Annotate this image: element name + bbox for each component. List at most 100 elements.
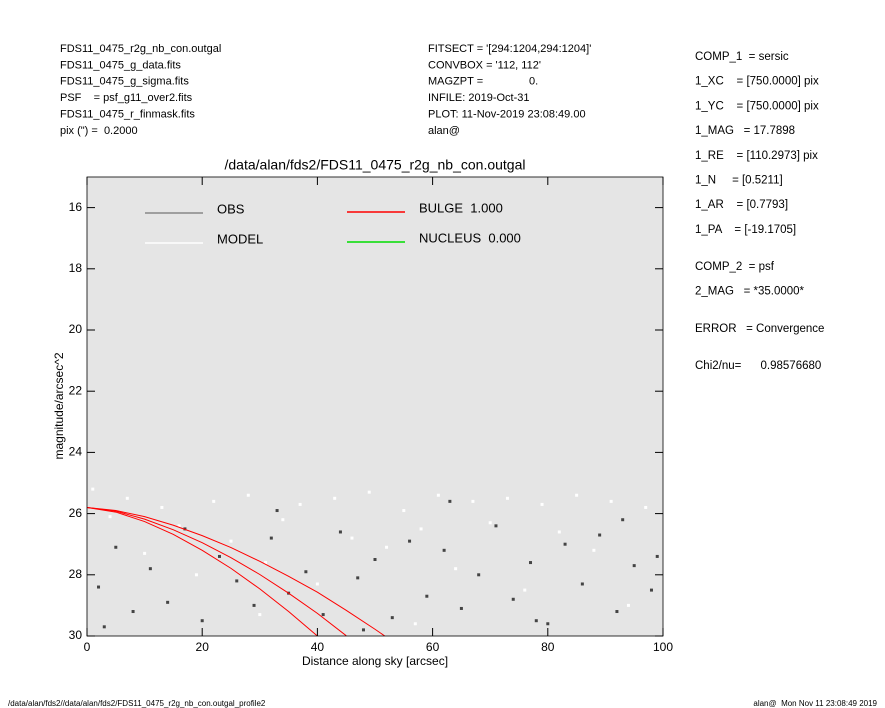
point: [160, 505, 164, 509]
header-left-line: FDS11_0475_r_finmask.fits: [60, 109, 195, 121]
point: [649, 588, 653, 592]
header-left-line: pix (") = 0.2000: [60, 125, 138, 137]
point: [304, 570, 308, 574]
point: [91, 487, 95, 491]
legend-label: NUCLEUS 0.000: [419, 230, 521, 245]
point: [575, 493, 579, 497]
point: [626, 603, 630, 607]
point: [102, 625, 106, 629]
plot-background: [87, 177, 663, 636]
point: [315, 582, 319, 586]
point: [540, 502, 544, 506]
point: [114, 545, 118, 549]
header-middle-line: PLOT: 11-Nov-2019 23:08:49.00: [428, 109, 586, 121]
point: [177, 524, 181, 528]
point: [598, 533, 602, 537]
point: [523, 588, 527, 592]
header-middle-line: alan@: [428, 125, 460, 137]
point: [454, 567, 458, 571]
point: [390, 616, 394, 620]
point: [632, 564, 636, 568]
point: [385, 545, 389, 549]
point: [166, 600, 170, 604]
point: [563, 542, 567, 546]
point: [235, 579, 239, 583]
parameter: 1_XC = [750.0000] pix: [695, 76, 819, 88]
y-tick-label: 24: [69, 445, 83, 459]
y-tick-label: 22: [69, 383, 83, 397]
profile-line: [87, 506, 347, 636]
point: [477, 573, 481, 577]
point: [212, 499, 216, 503]
parameter: ERROR = Convergence: [695, 323, 824, 335]
parameter: 1_RE = [110.2973] pix: [695, 150, 818, 162]
point: [419, 527, 423, 531]
point: [252, 603, 256, 607]
point: [131, 610, 135, 614]
point: [125, 496, 129, 500]
point: [488, 521, 492, 525]
point: [108, 515, 112, 519]
legend-label: BULGE 1.000: [419, 200, 503, 215]
footer-right: alan@ Mon Nov 11 23:08:49 2019: [753, 699, 877, 708]
point: [644, 505, 648, 509]
x-tick-label: 0: [84, 640, 91, 654]
point: [321, 613, 325, 617]
parameter: 1_AR = [0.7793]: [695, 199, 788, 211]
point: [200, 619, 204, 623]
header-middle-line: FITSECT = '[294:1204,294:1204]': [428, 43, 591, 55]
point: [459, 606, 463, 610]
point: [148, 567, 152, 571]
chart-title: /data/alan/fds2/FDS11_0475_r2g_nb_con.ou…: [225, 157, 526, 173]
point: [194, 573, 198, 577]
point: [258, 613, 262, 617]
legend-label: OBS: [217, 201, 245, 216]
profile-line: [87, 506, 386, 636]
point: [529, 561, 533, 565]
header-middle-line: INFILE: 2019-Oct-31: [428, 92, 530, 104]
point: [338, 530, 342, 534]
x-axis-label: Distance along sky [arcsec]: [302, 654, 448, 668]
plot-frame: [86, 176, 664, 637]
parameter: 1_MAG = 17.7898: [695, 125, 795, 137]
y-tick-label: 30: [69, 628, 83, 642]
header-middle-line: CONVBOX = '112, 112': [428, 59, 541, 71]
point: [505, 496, 509, 500]
point: [373, 558, 377, 561]
x-tick-label: 100: [653, 640, 673, 654]
y-tick-label: 26: [69, 506, 83, 520]
footer-left: /data/alan/fds2//data/alan/fds2/FDS11_04…: [8, 699, 266, 708]
y-axis-label: magnitude/arcsec^2: [52, 352, 66, 459]
x-tick-label: 40: [311, 640, 325, 654]
x-tick-label: 20: [196, 640, 210, 654]
point: [298, 502, 302, 506]
parameter: COMP_1 = sersic: [695, 51, 789, 63]
point: [615, 610, 619, 614]
parameter: 1_PA = [-19.1705]: [695, 224, 796, 236]
point: [609, 499, 613, 503]
point: [408, 539, 412, 543]
point: [275, 509, 279, 513]
header-left-line: PSF = psf_g11_over2.fits: [60, 92, 193, 104]
point: [494, 524, 498, 528]
point: [246, 493, 250, 497]
point: [229, 539, 233, 543]
point: [621, 518, 625, 522]
point: [471, 499, 475, 503]
point: [402, 509, 406, 513]
point: [361, 628, 365, 632]
legend-label: MODEL: [217, 231, 263, 246]
point: [281, 518, 285, 522]
x-tick-label: 60: [426, 640, 440, 654]
point: [356, 576, 360, 580]
point: [448, 499, 452, 503]
point: [350, 536, 354, 540]
header-middle-line: MAGZPT = 0.: [428, 76, 538, 88]
point: [511, 597, 515, 601]
point: [436, 493, 440, 497]
point: [592, 548, 596, 552]
x-tick-label: 80: [541, 640, 555, 654]
point: [413, 622, 417, 626]
header-left-line: FDS11_0475_g_sigma.fits: [60, 76, 189, 88]
profile-line: [87, 506, 318, 636]
